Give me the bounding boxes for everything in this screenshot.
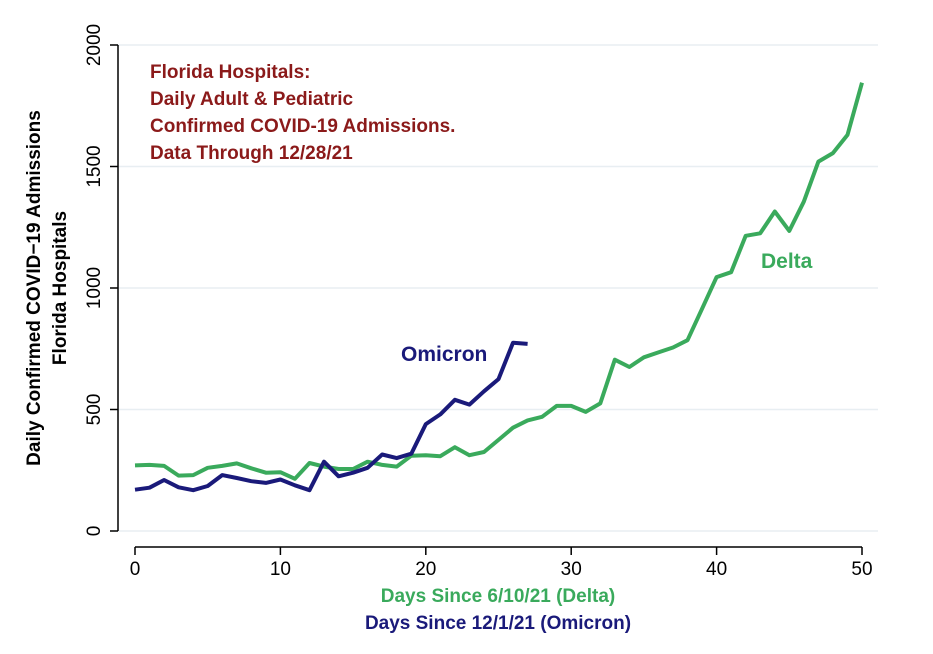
series-line-delta <box>134 82 864 481</box>
title-line-1: Florida Hospitals: <box>150 62 310 83</box>
series-line-omicron <box>134 340 528 493</box>
y-axis-title-line-1: Daily Confirmed COVID−19 Admissions <box>24 110 45 466</box>
x-tick-label-30: 30 <box>561 559 582 580</box>
y-tick-label-1000: 1000 <box>84 267 105 309</box>
gridlines <box>118 44 878 532</box>
y-tick-label-1500: 1500 <box>84 145 105 187</box>
x-tick-label-50: 50 <box>851 559 872 580</box>
y-tick-label-0: 0 <box>84 526 105 537</box>
x-tick-label-40: 40 <box>706 559 727 580</box>
x-axis-title-delta: Days Since 6/10/21 (Delta) <box>381 586 615 607</box>
x-axis-title-omicron: Days Since 12/1/21 (Omicron) <box>365 613 631 634</box>
x-tick-label-0: 0 <box>130 559 141 580</box>
y-tick-label-2000: 2000 <box>84 24 105 66</box>
x-tick-label-20: 20 <box>415 559 436 580</box>
series-label-delta: Delta <box>761 250 813 273</box>
y-axis: 0 500 1000 1500 2000 <box>84 24 119 537</box>
series-layer <box>134 82 864 493</box>
chart-title: Florida Hospitals: Daily Adult & Pediatr… <box>150 62 455 164</box>
x-tick-label-10: 10 <box>270 559 291 580</box>
title-line-2: Daily Adult & Pediatric <box>150 89 353 110</box>
series-label-omicron: Omicron <box>401 343 487 366</box>
y-axis-title-line-2: Florida Hospitals <box>50 211 71 365</box>
title-line-4: Data Through 12/28/21 <box>150 143 353 164</box>
title-line-3: Confirmed COVID-19 Admissions. <box>150 116 455 137</box>
y-axis-title: Daily Confirmed COVID−19 Admissions Flor… <box>24 110 71 466</box>
y-tick-label-500: 500 <box>84 394 105 426</box>
x-axis: 0 10 20 30 40 50 <box>130 546 873 580</box>
